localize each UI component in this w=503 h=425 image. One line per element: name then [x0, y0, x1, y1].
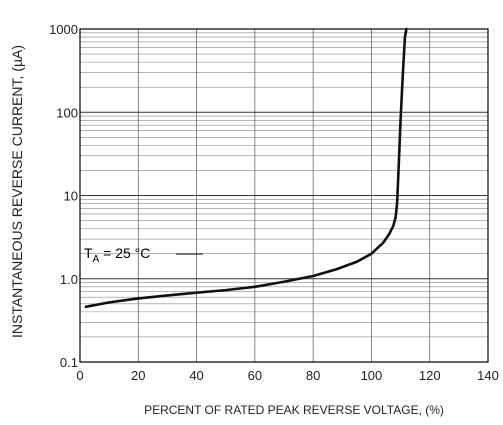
annotation-value: = 25 °C	[99, 245, 150, 261]
x-tick-label: 0	[76, 368, 83, 383]
x-tick-labels: 0 20 40 60 80 100 120 140	[76, 368, 498, 383]
x-tick-label: 120	[419, 368, 441, 383]
annotation-t: T	[84, 245, 93, 261]
plot-frame	[79, 28, 489, 363]
x-axis-label: PERCENT OF RATED PEAK REVERSE VOLTAGE, (…	[144, 403, 444, 417]
y-axis-label: INSTANTANEOUS REVERSE CURRENT, (µA)	[9, 45, 25, 338]
x-tick-label: 100	[361, 368, 383, 383]
x-tick-label: 20	[131, 368, 145, 383]
grid-minor	[80, 32, 488, 338]
series-line-reverse-current	[84, 27, 408, 309]
y-tick-label: 1000	[49, 22, 78, 37]
y-tick-label: 1.0	[60, 272, 78, 287]
annotation-temperature: TA = 25 °C	[84, 245, 150, 265]
x-tick-label: 80	[306, 368, 320, 383]
x-tick-label: 60	[248, 368, 262, 383]
y-tick-labels: 0.1 1.0 10 100 1000	[49, 22, 78, 370]
grid-major	[80, 29, 488, 362]
y-tick-label: 100	[56, 105, 78, 120]
annotation-subscript: A	[93, 254, 100, 265]
x-tick-label: 140	[477, 368, 499, 383]
y-tick-label: 10	[64, 189, 78, 204]
y-tick-label: 0.1	[60, 355, 78, 370]
x-tick-label: 40	[189, 368, 203, 383]
